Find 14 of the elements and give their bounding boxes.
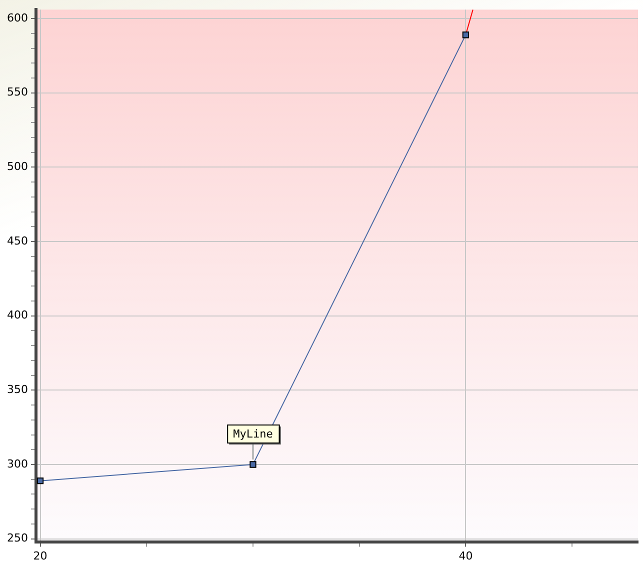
y-tick-label: 500 — [6, 160, 28, 174]
x-tick-label: 40 — [458, 549, 473, 562]
y-tick-label: 400 — [6, 308, 28, 322]
point — [36, 478, 44, 484]
series-label: MyLine — [233, 427, 273, 440]
y-tick-label: 450 — [6, 234, 28, 248]
point — [250, 461, 256, 468]
y-tick-label: 550 — [6, 86, 28, 99]
y-tick-label: 300 — [6, 457, 28, 470]
point — [462, 32, 470, 38]
y-tick-label: 350 — [6, 383, 28, 396]
x-tick-label: 20 — [33, 549, 48, 562]
y-tick-label: 600 — [6, 11, 28, 24]
y-tick-label: 250 — [6, 532, 28, 545]
